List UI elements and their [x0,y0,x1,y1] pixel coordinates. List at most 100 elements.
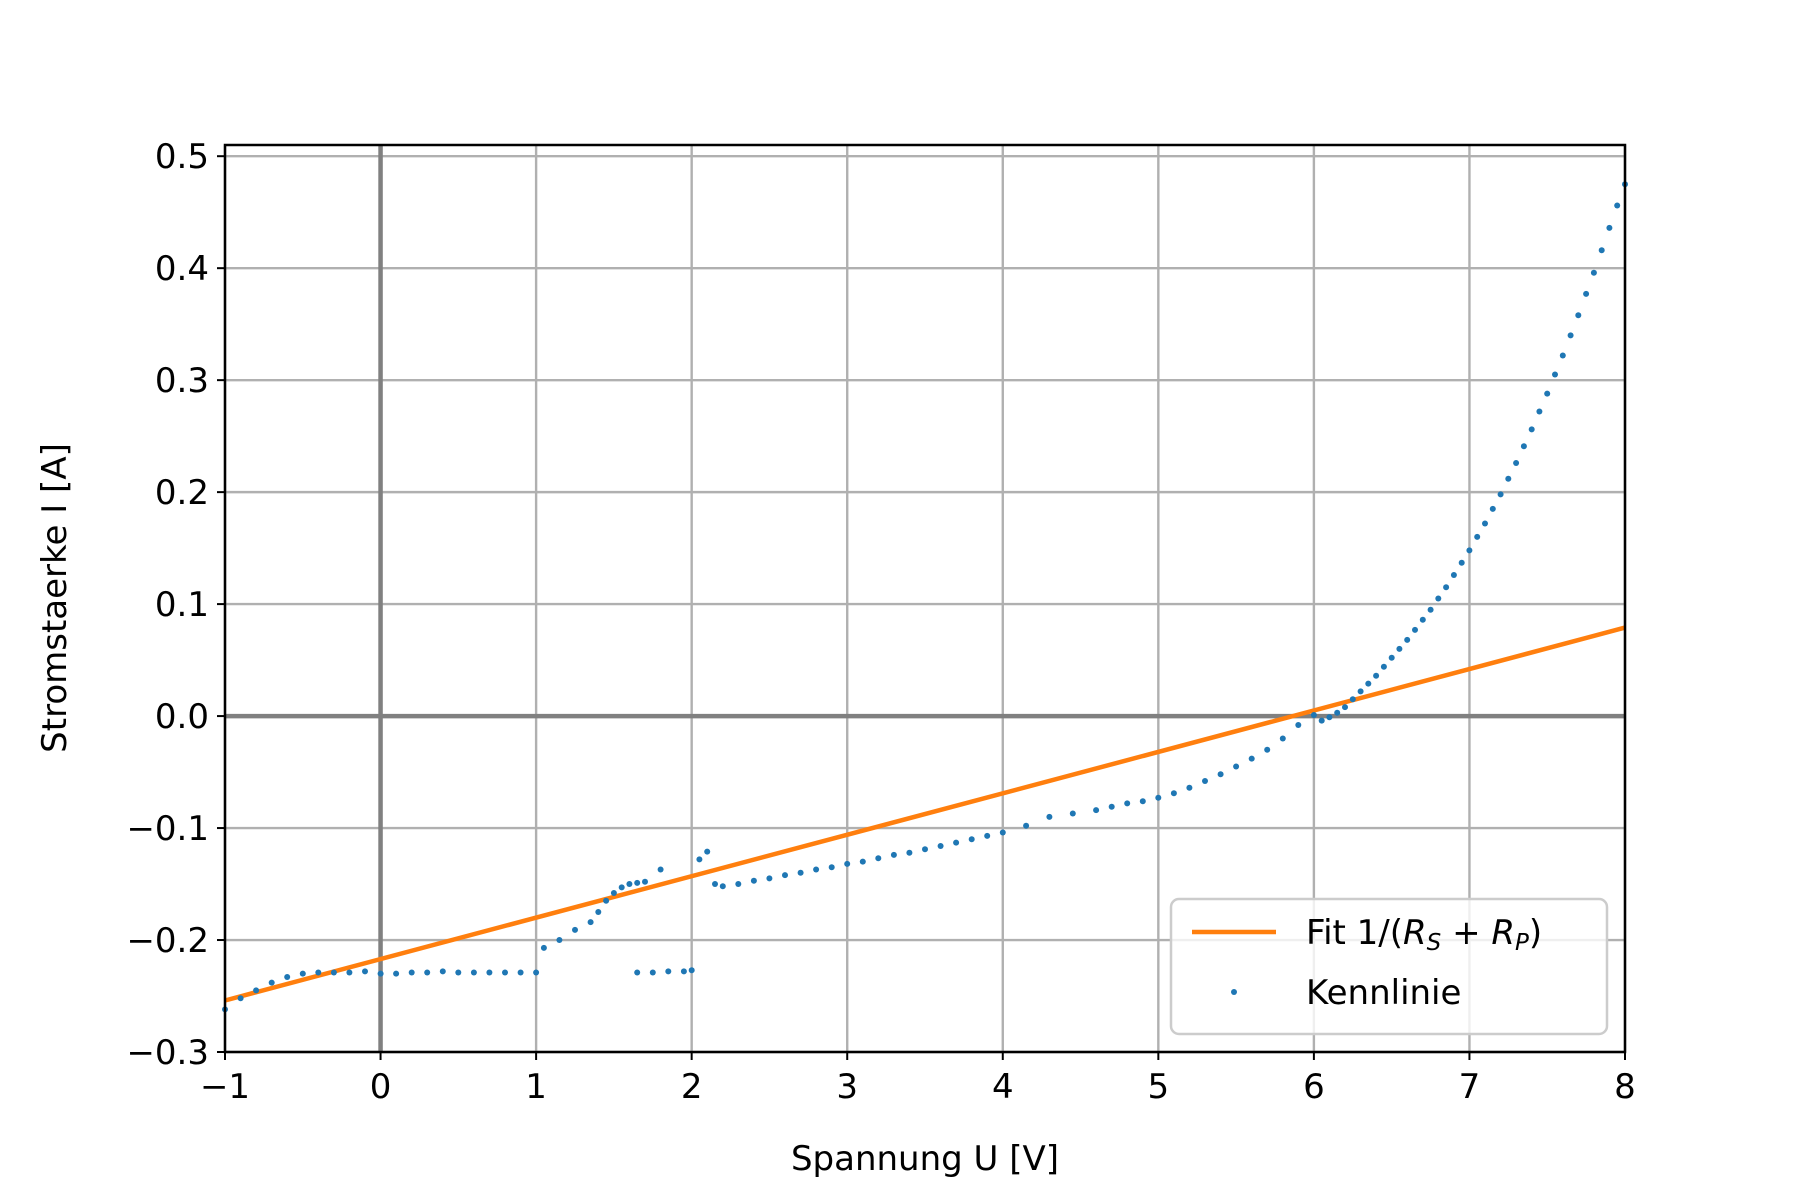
data-point [813,866,820,873]
data-point [1482,520,1488,527]
data-point [455,969,462,976]
data-point [253,987,260,994]
data-point [782,872,788,879]
data-point [1342,704,1348,711]
data-point [1606,224,1613,231]
data-point [1559,352,1566,359]
data-point [1093,807,1100,814]
data-point [1170,790,1177,797]
data-point [680,968,687,975]
data-point [1388,654,1395,661]
data-point [595,909,602,915]
data-point [1450,572,1457,578]
data-point [1505,475,1512,482]
data-point [649,969,656,976]
data-point [704,848,711,855]
data-point [1396,645,1403,652]
data-point [1139,798,1146,805]
data-point [1575,312,1582,319]
data-point [1552,371,1558,378]
data-point [1046,813,1053,820]
data-point [1497,491,1504,498]
data-point [766,875,773,882]
data-point [237,995,244,1002]
data-point [502,969,508,976]
data-point [1435,595,1442,602]
data-point [1186,784,1193,791]
y-tick-label: 0.1 [155,585,209,625]
legend: Fit 1/(RS + RP) Kennlinie [1169,897,1609,1036]
data-point [1614,202,1621,209]
data-point [1202,778,1208,784]
data-point [540,944,547,951]
data-point [1443,584,1450,591]
data-point [1373,672,1380,679]
data-point [1310,712,1317,718]
data-point [1155,794,1162,801]
data-point [750,877,757,884]
data-point [284,974,291,980]
data-point [797,869,804,876]
y-tick-label: 0.4 [155,249,209,289]
data-point [859,858,866,865]
x-tick-label: 7 [1459,1067,1481,1107]
data-point [330,969,337,976]
data-point [875,855,882,862]
data-point [999,829,1006,836]
y-tick-label: 0.3 [155,361,209,401]
data-point [603,897,610,904]
y-tick-label: −0.3 [126,1033,209,1073]
data-point [953,839,960,846]
data-point [299,970,306,977]
data-point [1365,680,1372,687]
data-point [1334,709,1341,716]
x-tick-label: 6 [1303,1067,1325,1107]
data-point [844,860,851,867]
data-point [634,969,641,976]
x-tick-label: −1 [200,1067,250,1107]
data-point [1528,426,1535,433]
x-axis-label: Spannung U [V] [791,1139,1059,1179]
data-point [1357,688,1364,695]
y-tick-label: 0.2 [155,473,209,513]
data-point [665,968,672,975]
x-tick-label: 5 [1148,1067,1170,1107]
y-axis-label: Stromstaerke I [A] [35,443,75,753]
data-point [1598,247,1605,254]
data-point [1349,696,1356,703]
data-point [424,969,431,976]
data-point [1264,746,1271,753]
data-point [1536,408,1543,415]
data-point [572,926,578,933]
fit-series [224,625,1626,1003]
data-point [533,969,540,976]
legend-kennlinie-swatch [1231,989,1237,995]
data-point [1279,735,1286,742]
y-tick-label: −0.2 [126,921,209,961]
data-point [657,866,664,873]
data-point [1567,332,1574,339]
x-tick-label: 8 [1614,1067,1636,1107]
data-point [517,969,524,976]
data-point [346,969,353,976]
data-point [393,970,400,977]
data-point [968,836,975,843]
data-point [1295,722,1302,728]
data-point [634,879,641,886]
data-point [587,919,594,926]
data-point [719,883,726,890]
data-point [906,849,913,856]
y-tick-label: 0.0 [155,697,209,737]
x-tick-label: 2 [681,1067,703,1107]
data-point [439,968,446,975]
data-point [1326,714,1333,721]
data-point [1583,290,1590,297]
x-tick-label: 4 [992,1067,1014,1107]
data-point [828,864,835,871]
x-tick-label: 1 [525,1067,547,1107]
data-point [1233,763,1240,770]
data-point [922,846,928,853]
data-point [1318,717,1325,724]
data-point [1520,443,1527,450]
kennlinie-series [222,181,1628,1013]
